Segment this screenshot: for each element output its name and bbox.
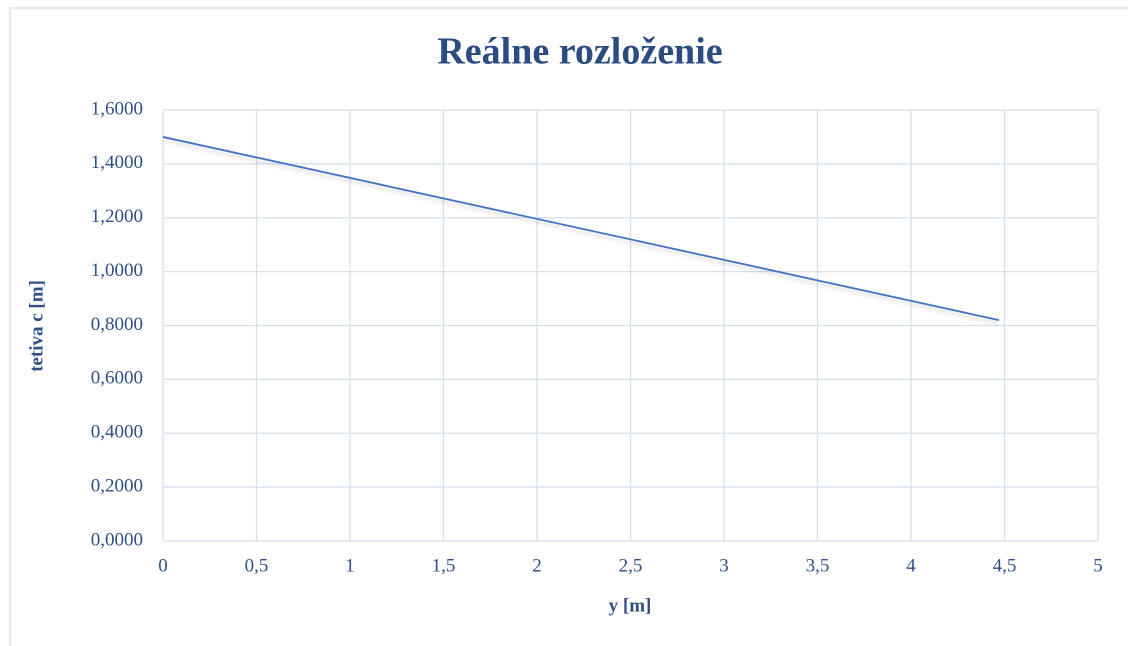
y-tick-label: 1,4000 (91, 152, 143, 173)
x-tick-label: 1 (345, 555, 355, 576)
y-tick-label: 0,4000 (91, 422, 143, 443)
y-tick-label: 0,6000 (91, 368, 143, 389)
y-tick-label: 1,2000 (91, 206, 143, 227)
chart-frame (9, 7, 1128, 646)
y-tick-label: 0,0000 (91, 529, 143, 550)
x-tick-label: 3 (719, 555, 729, 576)
y-tick-label: 0,2000 (91, 475, 143, 496)
x-tick-label: 4 (906, 555, 916, 576)
y-axis-label: tetiva c [m] (26, 280, 47, 372)
data-line (162, 136, 1000, 321)
y-tick-label: 0,8000 (91, 314, 143, 335)
x-tick-label: 0 (158, 555, 168, 576)
x-tick-label: 3,5 (806, 555, 830, 576)
x-tick-label: 5 (1093, 555, 1103, 576)
x-tick-label: 0,5 (245, 555, 269, 576)
x-tick-label: 4,5 (993, 555, 1017, 576)
y-tick-label: 1,6000 (91, 98, 143, 119)
x-tick-label: 2,5 (619, 555, 643, 576)
chart-title: Reálne rozloženie (437, 31, 722, 73)
x-axis-label: y [m] (609, 595, 652, 616)
x-tick-label: 2 (532, 555, 542, 576)
y-tick-label: 1,0000 (91, 260, 143, 281)
x-tick-label: 1,5 (432, 555, 456, 576)
